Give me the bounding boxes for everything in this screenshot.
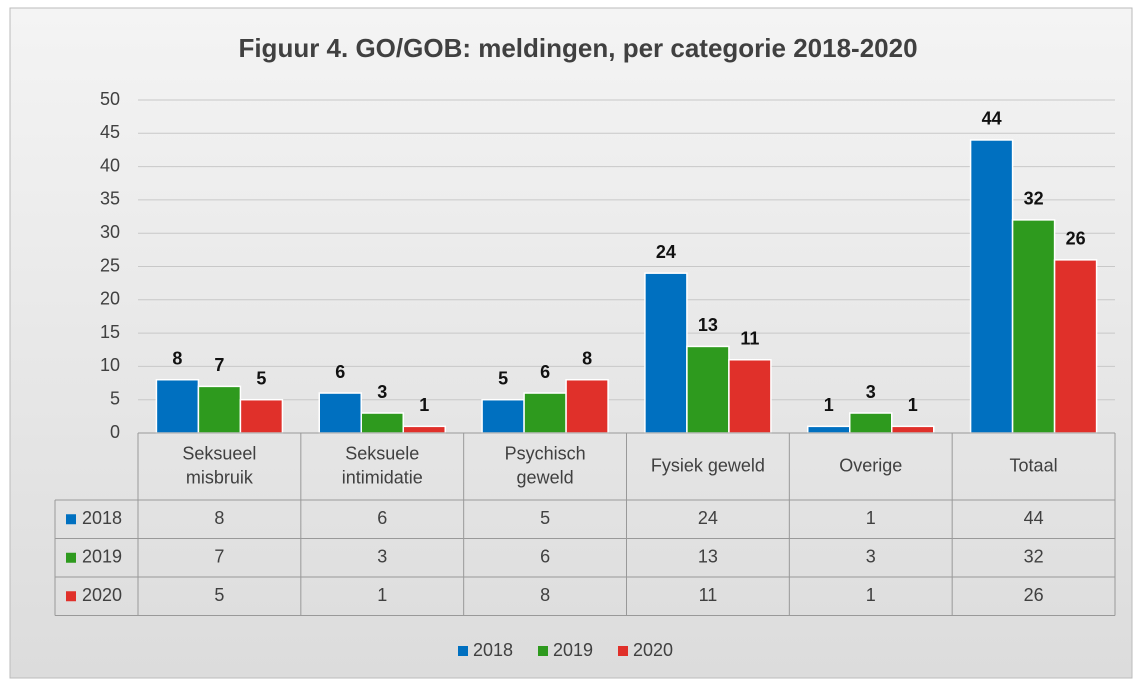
chart-area — [9, 7, 1133, 679]
bar — [239, 398, 284, 434]
data-label: 5 — [498, 368, 508, 388]
table-value: 7 — [214, 547, 224, 567]
legend-key — [538, 646, 548, 656]
data-label: 3 — [866, 382, 876, 402]
category-line: Psychisch — [505, 443, 586, 463]
legend-key — [66, 514, 76, 525]
y-tick-label: 35 — [100, 189, 120, 209]
table-value: 8 — [540, 585, 550, 605]
bar — [481, 398, 525, 434]
category-label: Psychisch geweld — [505, 443, 586, 487]
bar — [318, 392, 362, 434]
category-label: Totaal — [1010, 455, 1058, 475]
table-value: 13 — [698, 547, 718, 567]
legend-key — [66, 591, 76, 602]
bar — [686, 345, 730, 434]
y-tick-label: 40 — [100, 155, 120, 175]
bar — [155, 378, 200, 434]
bar — [969, 139, 1014, 434]
table-value: 6 — [540, 547, 550, 567]
table-value: 3 — [866, 547, 876, 567]
bar — [197, 385, 242, 434]
category-line: Seksuele — [345, 443, 419, 463]
table-value: 1 — [866, 508, 876, 528]
data-label: 1 — [908, 395, 918, 415]
data-label: 5 — [256, 368, 266, 388]
table-value: 1 — [866, 585, 876, 605]
series-label: 2018 — [82, 508, 122, 528]
bar — [565, 378, 609, 434]
category-line: misbruik — [186, 467, 254, 487]
data-label: 3 — [377, 382, 387, 402]
data-label: 6 — [540, 362, 550, 382]
y-tick-label: 15 — [100, 322, 120, 342]
data-label: 24 — [656, 242, 676, 262]
table-value: 24 — [698, 508, 718, 528]
y-tick-label: 10 — [100, 355, 120, 375]
legend-label: 2019 — [553, 640, 593, 660]
legend-label: 2020 — [633, 640, 673, 660]
bar — [728, 358, 772, 434]
table-value: 44 — [1024, 508, 1044, 528]
bar — [1011, 219, 1056, 434]
data-label: 32 — [1024, 189, 1044, 209]
data-label: 6 — [335, 362, 345, 382]
series-label: 2019 — [82, 547, 122, 567]
table-value: 1 — [377, 585, 387, 605]
table-value: 5 — [214, 585, 224, 605]
legend-key — [458, 646, 468, 656]
category-label: Fysiek geweld — [651, 455, 765, 475]
data-label: 7 — [214, 355, 224, 375]
table-value: 32 — [1024, 547, 1044, 567]
bar — [1053, 259, 1098, 434]
category-line: Fysiek geweld — [651, 455, 765, 475]
bar — [849, 412, 893, 434]
y-tick-label: 5 — [110, 388, 120, 408]
chart-title: Figuur 4. GO/GOB: meldingen, per categor… — [238, 33, 917, 63]
bar — [644, 272, 688, 434]
category-label: Seksuele intimidatie — [342, 443, 423, 487]
table-value: 3 — [377, 547, 387, 567]
series-label: 2020 — [82, 585, 122, 605]
y-tick-label: 25 — [100, 255, 120, 275]
y-tick-label: 20 — [100, 289, 120, 309]
table-value: 8 — [214, 508, 224, 528]
bar — [523, 392, 567, 434]
category-line: Overige — [839, 455, 902, 475]
y-tick-label: 45 — [100, 122, 120, 142]
table-value: 26 — [1024, 585, 1044, 605]
y-tick-label: 0 — [110, 422, 120, 442]
data-label: 1 — [824, 395, 834, 415]
data-label: 1 — [419, 395, 429, 415]
category-line: geweld — [517, 467, 574, 487]
table-value: 11 — [699, 585, 718, 605]
data-label: 44 — [982, 109, 1002, 129]
data-label: 26 — [1066, 229, 1086, 249]
category-line: Seksueel — [182, 443, 256, 463]
legend-key — [66, 552, 76, 563]
legend-label: 2018 — [473, 640, 513, 660]
category-line: Totaal — [1010, 455, 1058, 475]
bar — [402, 425, 446, 434]
table-value: 5 — [540, 508, 550, 528]
bar — [891, 425, 935, 434]
y-tick-label: 30 — [100, 222, 120, 242]
bar — [360, 412, 404, 434]
data-label: 11 — [740, 328, 759, 348]
category-label: Overige — [839, 455, 902, 475]
table-value: 6 — [377, 508, 387, 528]
bar — [807, 425, 851, 434]
category-line: intimidatie — [342, 467, 423, 487]
data-label: 8 — [582, 348, 592, 368]
data-label: 13 — [698, 315, 718, 335]
data-label: 8 — [172, 348, 182, 368]
category-label: Seksueel misbruik — [182, 443, 256, 487]
legend-key — [618, 646, 628, 656]
y-tick-label: 50 — [100, 89, 120, 109]
